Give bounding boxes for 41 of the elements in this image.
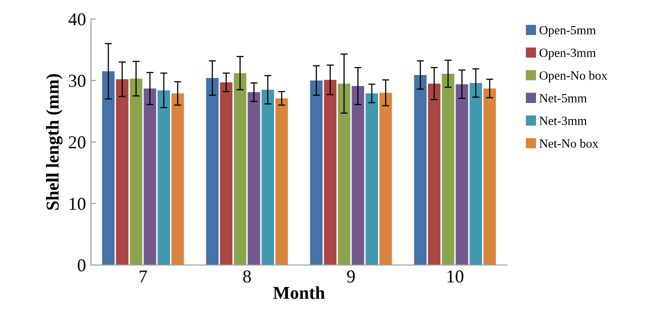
x-tick-label: 9 (347, 270, 355, 283)
y-axis-title: Shell length (mm) (46, 74, 63, 210)
bar (470, 82, 482, 265)
legend-label: Net-No box (539, 138, 598, 148)
bar (456, 84, 468, 265)
bar (442, 74, 454, 265)
bar (414, 74, 427, 265)
bar (275, 98, 288, 265)
bar (116, 79, 128, 265)
bar (248, 92, 260, 265)
y-tick-label: 30 (68, 74, 86, 87)
bar (324, 80, 336, 265)
legend-label: Net-5mm (539, 94, 587, 102)
bar (483, 88, 496, 265)
bar (171, 93, 184, 265)
y-tick-label: 10 (70, 198, 86, 210)
x-tick-label: 7 (140, 270, 147, 282)
bar (158, 90, 170, 265)
x-tick-label: 10 (448, 270, 464, 283)
y-tick-label: 20 (68, 136, 86, 148)
y-tick-label: 40 (68, 13, 86, 26)
legend-label: Open-No box (540, 70, 608, 82)
bar (220, 82, 232, 265)
bar (234, 73, 246, 265)
bar (144, 88, 156, 265)
bar (379, 92, 392, 265)
bar (102, 71, 115, 265)
bar (366, 93, 378, 265)
y-tick-label: 0 (78, 259, 86, 272)
legend-label: Open-5mm (540, 26, 596, 37)
bar (310, 80, 323, 265)
bar (338, 84, 350, 265)
x-tick-label: 8 (243, 270, 251, 283)
bar (130, 78, 142, 265)
bar (428, 84, 440, 265)
bar (262, 90, 274, 265)
bar (206, 78, 219, 265)
x-axis-title: Month (273, 286, 325, 299)
legend-label: Net-3mm (539, 116, 587, 126)
bar (352, 86, 364, 265)
legend-label: Open-3mm (540, 48, 596, 60)
